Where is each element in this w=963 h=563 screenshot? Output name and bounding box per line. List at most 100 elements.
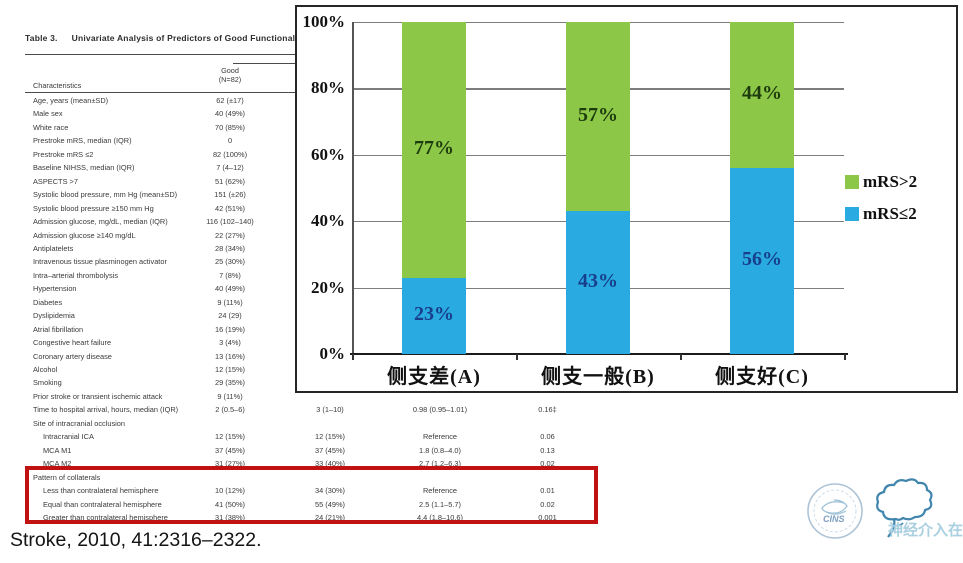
y-axis-label: 60% [311, 144, 345, 164]
table-row: Prior stroke or transient ischemic attac… [25, 391, 597, 405]
bar-segment-mrs-le2 [566, 211, 630, 354]
cell-good: 16 (19%) [215, 324, 245, 334]
table-row: Admission glucose, mg/dL, median (IQR) 11… [25, 216, 597, 230]
legend-swatch [845, 207, 859, 221]
legend-swatch [845, 175, 859, 189]
cell-p: 0.06 [540, 432, 555, 442]
neuro-logo-text: 神经介入在线 [888, 521, 963, 539]
row-label: ASPECTS >7 [33, 176, 78, 186]
cell-good: 51 (62%) [215, 176, 245, 186]
cell-good: 116 (102–140) [206, 217, 254, 227]
cell-good: 29 (35%) [215, 378, 245, 388]
bar-label-mrs-gt2: 77% [414, 136, 454, 159]
bar-segment-mrs-le2 [402, 277, 466, 354]
cell-good: 31 (38%) [215, 512, 245, 522]
row-label: Pattern of collaterals [33, 472, 101, 482]
table-row: Systolic blood pressure ≥150 mm Hg 42 (51… [25, 203, 597, 217]
row-label: Prestroke mRS ≤2 [33, 149, 94, 159]
x-axis-tick [516, 354, 518, 360]
cins-logo-text: CINS [823, 514, 845, 524]
y-axis-label: 80% [311, 78, 345, 98]
y-axis-line [352, 22, 354, 354]
table-row: Hypertension 40 (49%) [25, 283, 597, 297]
bar-segment-mrs-gt2 [730, 22, 794, 169]
bar-segment-mrs-le2 [730, 168, 794, 354]
table-row: Antiplatelets 28 (34%) [25, 243, 597, 257]
cell-poor: 55 (49%) [315, 499, 345, 509]
cins-logo-icon [807, 483, 863, 539]
cell-or: 2.7 (1.2–6.3) [419, 459, 461, 469]
table-row: Equal than contralateral hemisphere 41 (5… [25, 499, 597, 513]
cell-or: Reference [422, 432, 458, 442]
x-axis-tick [680, 354, 682, 360]
cell-good: 25 (30%) [215, 257, 245, 267]
row-label: Prestroke mRS, median (IQR) [33, 136, 132, 146]
cell-good: 13 (16%) [215, 351, 245, 361]
table-row: White race 70 (85%) [25, 122, 597, 136]
row-label: Age, years (mean±SD) [33, 96, 109, 105]
cell-good: 28 (34%) [215, 243, 245, 253]
y-axis-label: 0% [319, 344, 346, 363]
cell-good: 9 (11%) [217, 297, 243, 307]
table-row: Greater than contralateral hemisphere 31 … [25, 512, 597, 526]
table-row: Intra–arterial thrombolysis 7 (8%) [25, 270, 597, 284]
legend-item: mRS>2 [845, 172, 917, 192]
row-label: Smoking [33, 378, 62, 388]
legend-item: mRS≤2 [845, 204, 917, 224]
cell-good: 3 (4%) [219, 338, 241, 348]
table-row: Baseline NIHSS, median (IQR) 7 (4–12) [25, 162, 597, 176]
cell-poor: 24 (21%) [315, 512, 345, 522]
table-row: Admission glucose ≥140 mg/dL 22 (27%) [25, 230, 597, 244]
row-label: Admission glucose, mg/dL, median (IQR) [33, 217, 168, 227]
bar-segment-mrs-gt2 [402, 22, 466, 278]
row-label: Hypertension [33, 284, 77, 294]
cell-good: 7 (8%) [219, 270, 241, 280]
row-label: Systolic blood pressure, mm Hg (mean±SD) [33, 190, 178, 200]
row-label: Intra–arterial thrombolysis [33, 270, 119, 280]
cell-good: 9 (11%) [217, 391, 243, 401]
row-label: MCA M2 [43, 459, 72, 469]
cell-poor: 34 (30%) [315, 486, 345, 496]
cell-poor: 12 (15%) [315, 432, 345, 442]
table-row: Prestroke mRS ≤2 82 (100%) [25, 149, 597, 163]
cell-good: 12 (15%) [215, 365, 245, 374]
bar-chart-panel: mRS>2 mRS≤2 100% 80% 60% 40% 20% 0% 77% 23% 侧支差(A… [295, 5, 958, 393]
legend-label: mRS>2 [863, 172, 918, 191]
bar-label-mrs-le2: 56% [742, 248, 782, 271]
y-axis-label: 20% [311, 277, 345, 297]
table-row: Less than contralateral hemisphere 10 (12… [25, 485, 597, 499]
cell-good: 82 (100%) [212, 149, 248, 159]
row-label: Admission glucose ≥140 mg/dL [33, 230, 136, 240]
neuro-online-logo: 神经介入在线 [866, 473, 963, 544]
table-title: Table 3. Univariate Analysis of Predictor… [25, 33, 585, 43]
table-title-text: Univariate Analysis of Predictors of Goo… [71, 33, 310, 43]
table-row: Alcohol 12 (15%) [25, 364, 597, 378]
cell-or: 4.4 (1.8–10.6) [416, 512, 464, 522]
col-header-good: Good (N=82) [218, 66, 242, 84]
x-axis-tick [844, 354, 846, 360]
bar-label-mrs-le2: 23% [414, 302, 454, 325]
cell-p: 0.13 [540, 445, 555, 455]
x-category-label: 侧支差(A) [387, 366, 481, 388]
cell-poor: 33 (40%) [315, 459, 345, 469]
table-row: ASPECTS >7 51 (62%) [25, 176, 597, 190]
y-axis-label: 40% [311, 211, 345, 231]
table-row: Male sex 40 (49%) [25, 108, 597, 122]
bar-segment-mrs-gt2 [566, 22, 630, 212]
row-label: Atrial fibrillation [33, 324, 84, 334]
x-category-label: 侧支好(C) [715, 366, 809, 388]
cell-poor: 3 (1–10) [316, 405, 344, 415]
col-header-characteristics: Characteristics [33, 81, 82, 90]
cell-good: 40 (49%) [215, 109, 245, 119]
table-row: MCA M1 37 (45%) 37 (45%) 1.8 (0.8–4.0) 0.13 [25, 445, 597, 459]
cell-or: 0.98 (0.95–1.01) [412, 405, 468, 415]
cell-good: 22 (27%) [215, 230, 245, 240]
highlight-box-collaterals [25, 466, 598, 524]
table-row: Dyslipidemia 24 (29) [25, 310, 597, 324]
chart-legend: mRS>2 mRS≤2 [845, 172, 917, 236]
table-row: Prestroke mRS, median (IQR) 0 [25, 135, 597, 149]
cell-good: 24 (29) [218, 311, 242, 321]
tree-logo-icon [876, 478, 933, 538]
row-label: Antiplatelets [33, 243, 74, 253]
